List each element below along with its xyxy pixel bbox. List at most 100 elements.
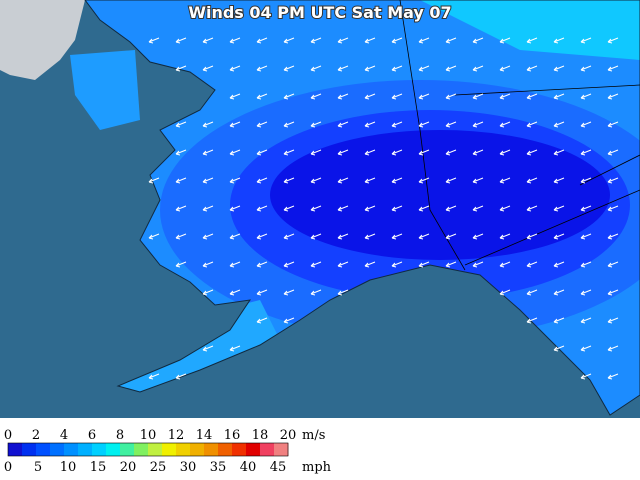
wind-arrow — [175, 373, 187, 380]
legend: 0 2 4 6 8 10 12 14 16 18 20 m/s 0 5 10 15 20 25 30 35 40 45 mp… — [4, 428, 332, 475]
color-swatch — [8, 443, 23, 456]
wind-arrow — [148, 373, 160, 380]
wind-arrow — [364, 37, 376, 44]
russia-land — [0, 0, 85, 80]
wind-arrow — [337, 205, 349, 212]
wind-arrow — [310, 93, 322, 100]
wind-arrow — [472, 177, 484, 184]
wind-arrow — [580, 233, 592, 240]
wind-arrow — [553, 261, 565, 268]
mph-label: 35 — [210, 460, 227, 475]
wind-arrow — [607, 37, 619, 44]
wind-arrow — [283, 93, 295, 100]
wind-arrow — [283, 289, 295, 296]
wind-arrow — [445, 205, 457, 212]
color-swatch — [232, 443, 247, 456]
wind-arrow — [202, 37, 214, 44]
wind-arrow — [283, 205, 295, 212]
color-swatch — [36, 443, 51, 456]
wind-arrow — [526, 205, 538, 212]
wind-arrow — [445, 65, 457, 72]
mph-unit: mph — [302, 460, 332, 475]
wind-arrow — [472, 233, 484, 240]
wind-arrow — [553, 149, 565, 156]
color-swatch — [120, 443, 135, 456]
wind-arrow — [418, 121, 430, 128]
wind-arrow — [553, 289, 565, 296]
wind-arrow — [283, 233, 295, 240]
wind-arrow — [202, 233, 214, 240]
wind-arrow — [256, 289, 268, 296]
wind-arrow — [391, 177, 403, 184]
wind-arrow — [283, 177, 295, 184]
wind-arrow — [472, 205, 484, 212]
wind-arrow — [310, 121, 322, 128]
wind-arrow — [256, 121, 268, 128]
wind-arrow — [418, 149, 430, 156]
ms-label: 20 — [280, 428, 297, 443]
wind-arrow — [499, 233, 511, 240]
wind-arrow — [148, 177, 160, 184]
wind-arrow — [175, 177, 187, 184]
border — [399, 0, 640, 271]
ms-label: 18 — [252, 428, 269, 443]
wind-arrow — [526, 121, 538, 128]
wind-arrow — [472, 121, 484, 128]
wind-arrow — [499, 65, 511, 72]
wind-arrow — [418, 37, 430, 44]
wind-arrow — [607, 93, 619, 100]
map-title: Winds 04 PM UTC Sat May 07 — [188, 3, 451, 22]
wind-arrow — [175, 149, 187, 156]
wind-arrow — [472, 65, 484, 72]
wind-arrow — [526, 149, 538, 156]
wind-arrow — [580, 345, 592, 352]
color-swatch — [176, 443, 191, 456]
wind-arrow — [175, 37, 187, 44]
wind-arrow — [499, 261, 511, 268]
wind-arrow — [553, 177, 565, 184]
wind-arrow — [175, 261, 187, 268]
ms-label: 4 — [60, 428, 68, 443]
wind-arrow — [553, 205, 565, 212]
wind-arrow — [472, 261, 484, 268]
wind-arrow — [229, 233, 241, 240]
ms-label: 12 — [168, 428, 185, 443]
wind-arrow — [418, 205, 430, 212]
wind-arrow — [445, 261, 457, 268]
color-bar-frame — [7, 442, 289, 457]
color-swatch — [106, 443, 121, 456]
wind-arrow — [229, 65, 241, 72]
wind-arrow — [445, 37, 457, 44]
wind-arrow — [175, 121, 187, 128]
wind-arrow — [418, 261, 430, 268]
wind-arrow — [337, 149, 349, 156]
wind-arrow — [580, 37, 592, 44]
wind-arrow — [337, 93, 349, 100]
wind-arrow — [580, 317, 592, 324]
wind-arrow — [526, 177, 538, 184]
color-swatch — [134, 443, 149, 456]
wind-arrow — [445, 93, 457, 100]
wind-arrow — [580, 149, 592, 156]
wind-arrow — [607, 317, 619, 324]
wind-arrow — [553, 93, 565, 100]
wind-arrow — [472, 93, 484, 100]
wind-arrow — [553, 65, 565, 72]
wind-arrow — [256, 93, 268, 100]
wind-arrow — [607, 65, 619, 72]
wind-arrow — [364, 205, 376, 212]
wind-arrow — [607, 345, 619, 352]
wind-arrow — [499, 93, 511, 100]
wind-arrow — [364, 233, 376, 240]
color-swatch — [64, 443, 79, 456]
wind-arrow — [553, 317, 565, 324]
wind-arrow — [202, 177, 214, 184]
wind-arrow — [580, 93, 592, 100]
color-swatch — [274, 443, 289, 456]
wind-arrow — [229, 149, 241, 156]
wind-arrow — [310, 65, 322, 72]
wind-arrow — [391, 37, 403, 44]
wind-arrow — [310, 289, 322, 296]
wind-arrow — [391, 93, 403, 100]
wind-arrow — [526, 233, 538, 240]
